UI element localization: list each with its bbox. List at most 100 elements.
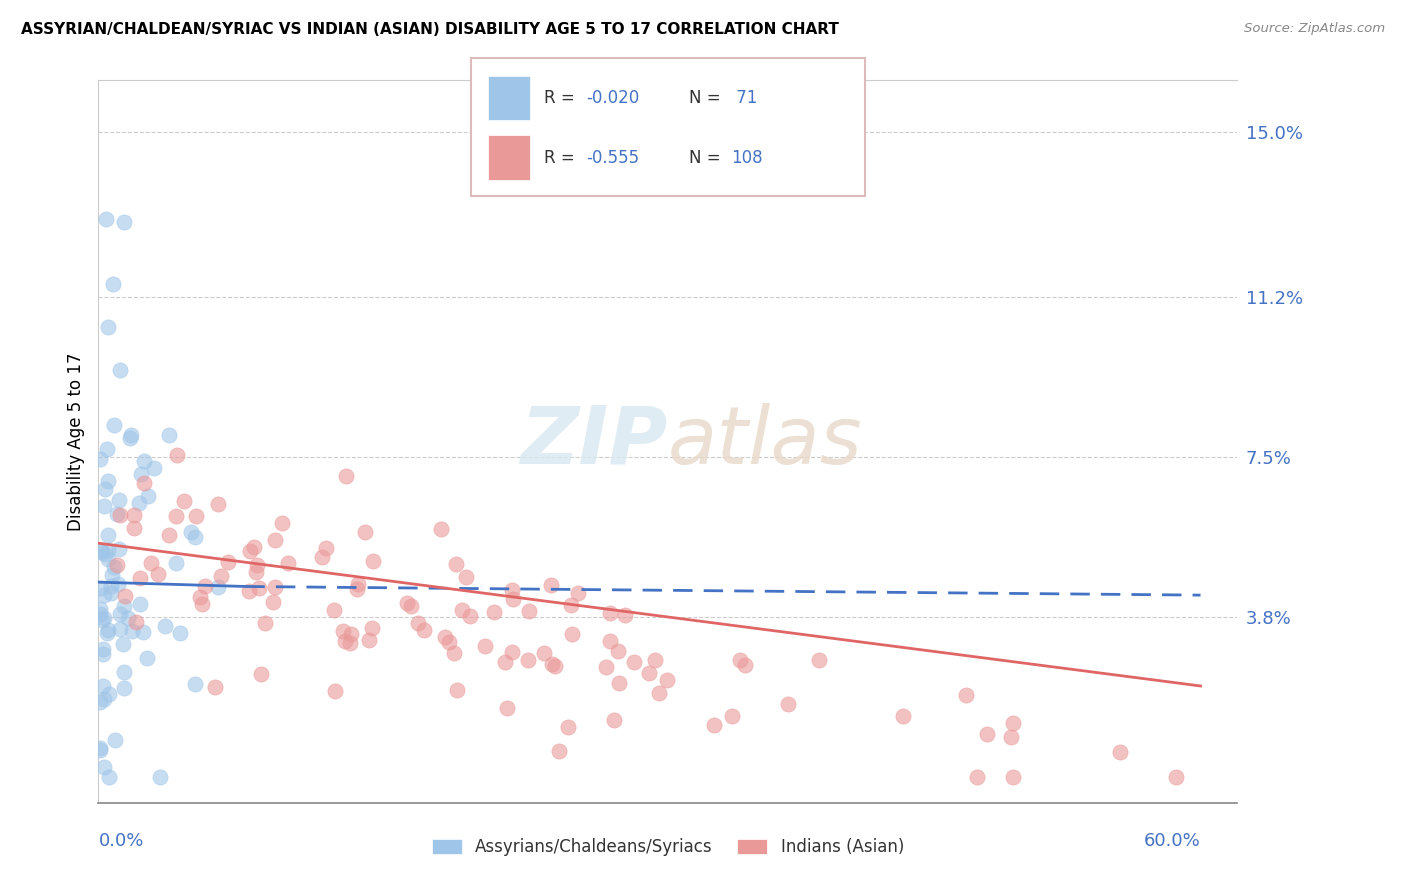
Point: [89, 602, 111, 616]
Point: [734, 658, 756, 673]
Point: [603, 714, 626, 728]
Point: [399, 599, 422, 613]
Point: [122, 508, 145, 522]
Point: [186, 509, 208, 524]
Point: [238, 583, 260, 598]
Point: [142, 460, 165, 475]
Point: [346, 582, 368, 596]
Point: [114, 589, 136, 603]
Point: [132, 625, 155, 640]
Point: [108, 493, 131, 508]
Point: [249, 582, 271, 596]
Point: [454, 570, 477, 584]
Point: [595, 659, 617, 673]
Point: [541, 657, 564, 672]
Point: [443, 646, 465, 660]
Point: [501, 583, 523, 598]
Point: [128, 496, 150, 510]
Point: [517, 604, 540, 618]
Point: [517, 653, 540, 667]
Point: [117, 611, 139, 625]
Point: [966, 770, 988, 784]
Point: [346, 576, 368, 591]
Point: [121, 624, 143, 638]
Point: [91, 641, 114, 656]
Point: [184, 676, 207, 690]
Point: [157, 427, 180, 442]
Point: [165, 556, 187, 570]
Point: [245, 565, 267, 579]
Point: [599, 606, 621, 620]
Point: [238, 544, 260, 558]
Point: [112, 681, 135, 696]
Point: [254, 615, 277, 630]
Point: [114, 215, 136, 229]
Point: [955, 688, 977, 702]
Point: [543, 658, 565, 673]
Point: [335, 469, 357, 483]
Point: [323, 603, 346, 617]
Point: [105, 507, 128, 521]
Point: [112, 665, 135, 679]
Point: [96, 626, 118, 640]
Point: [153, 619, 176, 633]
Point: [560, 598, 582, 612]
Text: 108: 108: [731, 149, 762, 167]
Point: [132, 454, 155, 468]
Point: [339, 636, 361, 650]
Point: [101, 277, 124, 291]
Point: [243, 540, 266, 554]
Point: [94, 211, 117, 226]
Point: [311, 549, 333, 564]
Point: [101, 568, 124, 582]
Point: [703, 718, 725, 732]
Point: [103, 417, 125, 432]
Point: [124, 615, 146, 629]
Point: [166, 448, 188, 462]
Point: [93, 760, 115, 774]
Point: [406, 615, 429, 630]
Point: [207, 497, 229, 511]
Text: N =: N =: [689, 149, 725, 167]
Point: [1002, 716, 1025, 731]
Text: Source: ZipAtlas.com: Source: ZipAtlas.com: [1244, 22, 1385, 36]
Text: 71: 71: [731, 89, 758, 107]
Point: [107, 542, 129, 557]
Point: [655, 673, 678, 687]
Point: [976, 727, 998, 741]
Point: [194, 579, 217, 593]
Point: [97, 319, 120, 334]
Point: [89, 696, 111, 710]
Point: [146, 566, 169, 581]
Point: [721, 709, 744, 723]
Point: [97, 542, 120, 557]
Point: [340, 627, 363, 641]
Point: [129, 467, 152, 481]
Point: [613, 608, 636, 623]
Point: [98, 687, 121, 701]
Point: [728, 653, 751, 667]
Point: [1109, 745, 1132, 759]
Point: [359, 632, 381, 647]
Point: [132, 475, 155, 490]
Point: [246, 558, 269, 572]
Point: [93, 499, 115, 513]
Point: [1000, 730, 1022, 744]
Point: [277, 556, 299, 570]
Point: [190, 597, 212, 611]
Point: [90, 542, 112, 557]
Point: [89, 451, 111, 466]
Point: [108, 607, 131, 622]
Text: -0.555: -0.555: [586, 149, 640, 167]
Point: [93, 611, 115, 625]
Point: [482, 605, 505, 619]
Point: [89, 607, 111, 622]
Point: [165, 509, 187, 524]
Point: [599, 634, 621, 648]
Point: [264, 580, 287, 594]
Point: [262, 595, 284, 609]
Point: [91, 647, 114, 661]
Point: [361, 621, 384, 635]
Text: 0.0%: 0.0%: [98, 831, 143, 850]
Point: [396, 596, 419, 610]
